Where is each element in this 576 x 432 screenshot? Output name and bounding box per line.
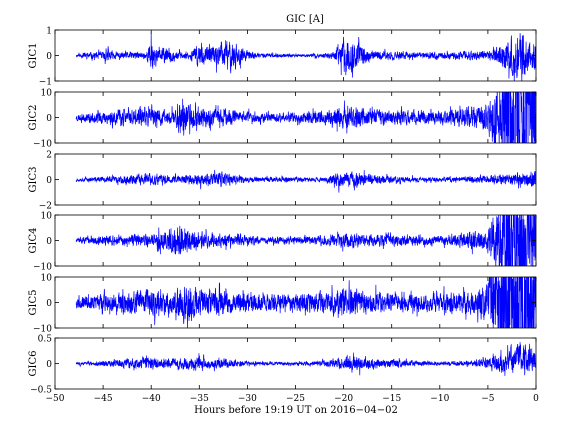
y-axis-label-gic1: GIC1 (28, 43, 39, 69)
x-tick-label: −50 (46, 394, 65, 404)
y-tick-label: −1 (39, 78, 52, 88)
x-tick-label: −25 (286, 394, 305, 404)
x-tick-label: −15 (382, 394, 401, 404)
y-axis-label-gic4: GIC4 (28, 228, 39, 254)
x-tick-label: 0 (533, 394, 539, 404)
y-axis-label-gic3: GIC3 (28, 167, 39, 193)
y-axis-label-gic2: GIC2 (28, 105, 39, 131)
x-tick-label: −20 (334, 394, 353, 404)
y-tick-label: 0 (46, 299, 52, 309)
trace-gic5 (75, 277, 536, 328)
y-tick-label: 0 (46, 237, 52, 247)
y-tick-label: 10 (41, 274, 53, 284)
panel-gic1: −1 0 1 GIC1 (28, 27, 537, 88)
panel-gic6: −0.5 0 0.5 GIC6 (28, 335, 537, 396)
y-tick-label: −10 (33, 325, 52, 335)
trace-gic3 (75, 169, 536, 193)
y-tick-label: 1 (46, 27, 52, 37)
y-tick-label: 0 (46, 52, 52, 62)
x-tick-label: −30 (238, 394, 257, 404)
y-tick-label: −10 (33, 140, 52, 150)
trace-gic4 (75, 215, 536, 266)
panels-group: −101GIC1−10010GIC2−202GIC3−10010GIC4−100… (28, 27, 537, 396)
y-tick-label: −2 (39, 202, 52, 212)
x-axis: −50 −45 −40 −35 −30 −25 −20 −15 −10 −5 0 (46, 394, 540, 404)
x-axis-label: Hours before 19:19 UT on 2016−04−02 (194, 405, 398, 416)
y-tick-label: 0 (46, 176, 52, 186)
panel-gic3: −2 0 2 GIC3 (28, 151, 537, 212)
y-tick-label: 10 (41, 212, 53, 222)
chart-title: GIC [A] (286, 14, 324, 25)
trace-gic2 (75, 92, 536, 143)
y-tick-label: −10 (33, 263, 52, 273)
y-tick-label: −0.5 (30, 386, 52, 396)
y-tick-label: 2 (46, 151, 52, 161)
y-axis-label-gic6: GIC6 (28, 351, 39, 377)
x-tick-label: −35 (190, 394, 209, 404)
y-tick-label: 0 (46, 114, 52, 124)
y-tick-label: 0 (46, 360, 52, 370)
x-tick-label: −45 (94, 394, 113, 404)
trace-gic1 (75, 32, 536, 81)
x-tick-label: −10 (430, 394, 449, 404)
trace-gic6 (75, 342, 536, 376)
x-tick-label: −40 (142, 394, 161, 404)
y-axis-label-gic5: GIC5 (28, 290, 39, 316)
y-tick-label: 0.5 (38, 335, 53, 345)
x-tick-label: −5 (481, 394, 495, 404)
y-tick-label: 10 (41, 89, 53, 99)
